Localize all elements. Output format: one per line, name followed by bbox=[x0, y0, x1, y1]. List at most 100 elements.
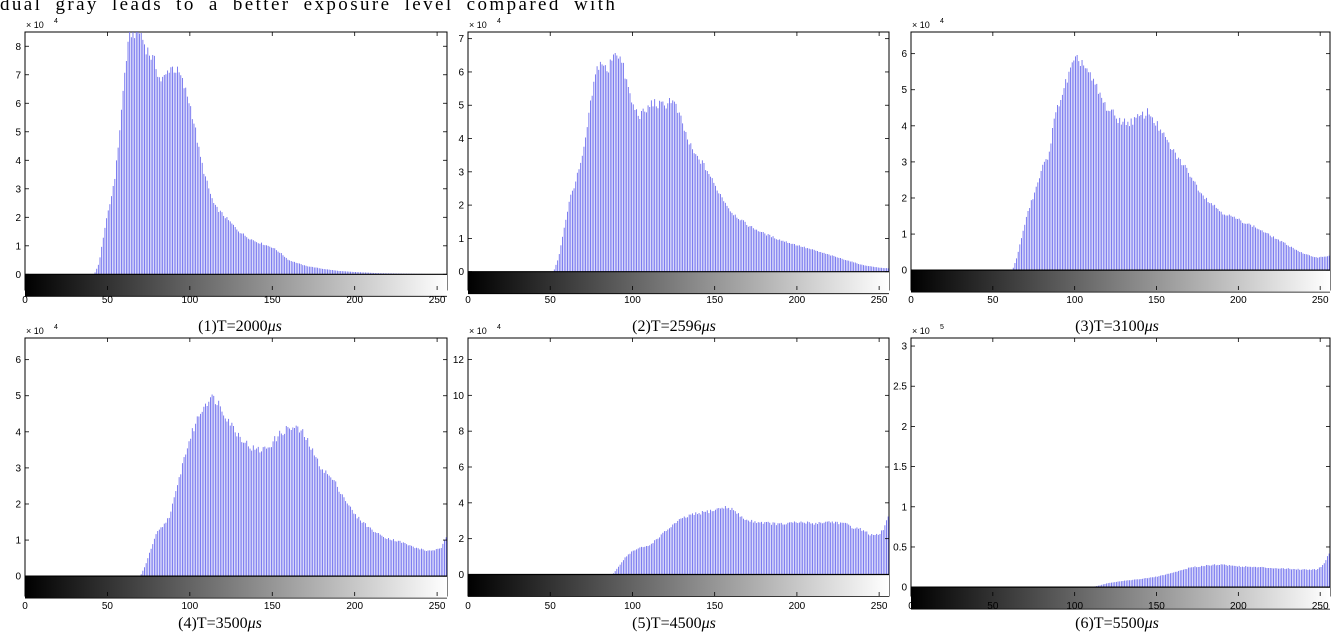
multiplier-3: × 10 bbox=[912, 20, 930, 30]
y-tick-label-1-1: 1 bbox=[15, 241, 21, 252]
x-tick-label-2-0: 0 bbox=[465, 295, 471, 306]
bars-3 bbox=[1012, 55, 1330, 271]
y-tick-label-4-1: 1 bbox=[15, 536, 21, 547]
x-tick-label-5-5: 250 bbox=[871, 601, 888, 612]
x-tick-label-5-2: 100 bbox=[624, 601, 641, 612]
multiplier-6: × 10 bbox=[912, 326, 930, 336]
y-tick-label-5-2: 4 bbox=[458, 498, 464, 509]
x-tick-label-6-4: 200 bbox=[1230, 601, 1247, 612]
y-tick-label-4-3: 3 bbox=[15, 463, 21, 474]
y-tick-label-1-0: 0 bbox=[15, 270, 21, 281]
multiplier-4: × 10 bbox=[26, 326, 44, 336]
y-tick-label-1-4: 4 bbox=[15, 156, 21, 167]
histogram-chart-6: 0 0.5 1 1.5 2 2.5 3 0 50 100 150 200 250 × 10 5 bbox=[893, 324, 1331, 612]
y-tick-label-4-6: 6 bbox=[15, 355, 21, 366]
x-tick-label-1-3: 150 bbox=[264, 295, 281, 306]
x-tick-label-2-1: 50 bbox=[545, 295, 557, 306]
colorbar-4 bbox=[25, 576, 447, 599]
bars-5 bbox=[613, 505, 889, 575]
x-tick-label-3-3: 150 bbox=[1148, 295, 1165, 306]
x-tick-label-1-5: 250 bbox=[429, 295, 446, 306]
multiplier-2: × 10 bbox=[469, 20, 487, 30]
y-tick-label-3-0: 0 bbox=[901, 266, 907, 277]
y-tick-label-4-4: 4 bbox=[15, 427, 21, 438]
x-tick-label-3-1: 50 bbox=[987, 295, 999, 306]
exponent-5: 4 bbox=[497, 324, 501, 331]
x-tick-label-1-0: 0 bbox=[22, 295, 28, 306]
x-tick-label-4-5: 250 bbox=[429, 601, 446, 612]
y-tick-label-5-3: 6 bbox=[458, 463, 464, 474]
x-tick-label-5-0: 0 bbox=[465, 601, 471, 612]
colorbar-3 bbox=[911, 270, 1330, 293]
bars-2 bbox=[553, 53, 889, 272]
caption-1-unit: μs bbox=[267, 318, 282, 335]
y-tick-label-5-0: 0 bbox=[458, 570, 464, 581]
caption-6: (6)T=5500μs bbox=[1037, 615, 1197, 633]
exponent-1: 4 bbox=[54, 18, 58, 25]
y-tick-label-3-4: 4 bbox=[901, 121, 907, 132]
exponent-6: 5 bbox=[940, 324, 944, 331]
y-tick-label-6-6: 3 bbox=[901, 342, 907, 353]
y-tick-label-3-2: 2 bbox=[901, 193, 907, 204]
y-tick-label-6-5: 2.5 bbox=[893, 382, 907, 393]
x-tick-label-2-5: 250 bbox=[871, 295, 888, 306]
y-tick-label-2-5: 5 bbox=[458, 101, 464, 112]
colorbar-6 bbox=[911, 587, 1330, 610]
colorbar-2 bbox=[468, 271, 889, 294]
caption-6-prefix: (6)T=5500 bbox=[1075, 615, 1145, 632]
exponent-2: 4 bbox=[497, 18, 501, 25]
x-tick-label-4-0: 0 bbox=[22, 601, 28, 612]
caption-3-prefix: (3)T=3100 bbox=[1075, 318, 1145, 335]
exponent-4: 4 bbox=[54, 324, 58, 331]
y-tick-label-5-4: 8 bbox=[458, 427, 464, 438]
y-tick-label-2-7: 7 bbox=[458, 34, 464, 45]
x-tick-label-3-2: 100 bbox=[1066, 295, 1083, 306]
x-tick-label-3-0: 0 bbox=[908, 295, 914, 306]
y-tick-label-3-3: 3 bbox=[901, 157, 907, 168]
x-tick-label-5-3: 150 bbox=[706, 601, 723, 612]
plot-frame-2 bbox=[467, 31, 890, 291]
y-tick-label-5-5: 10 bbox=[453, 391, 465, 402]
x-tick-label-1-4: 200 bbox=[346, 295, 363, 306]
y-tick-label-6-3: 1.5 bbox=[893, 462, 907, 473]
histogram-chart-5: 0 2 4 6 8 10 12 0 50 100 150 200 250 × 10 4 bbox=[453, 324, 890, 612]
y-tick-label-4-5: 5 bbox=[15, 391, 21, 402]
multiplier-5: × 10 bbox=[469, 326, 487, 336]
x-tick-label-6-2: 100 bbox=[1066, 601, 1083, 612]
y-tick-label-1-2: 2 bbox=[15, 213, 21, 224]
y-tick-label-2-6: 6 bbox=[458, 67, 464, 78]
x-tick-label-4-1: 50 bbox=[102, 601, 114, 612]
colorbar-5 bbox=[468, 574, 889, 597]
caption-4: (4)T=3500μs bbox=[140, 615, 300, 633]
bars-1 bbox=[94, 32, 447, 275]
y-tick-label-2-4: 4 bbox=[458, 134, 464, 145]
y-tick-label-1-6: 6 bbox=[15, 99, 21, 110]
x-tick-label-2-3: 150 bbox=[706, 295, 723, 306]
x-tick-label-1-2: 100 bbox=[182, 295, 199, 306]
histogram-panel-6: 0 0.5 1 1.5 2 2.5 3 0 50 100 150 200 250 × 10 5 (6)T=5… bbox=[887, 324, 1332, 638]
caption-2: (2)T=2596μs bbox=[594, 318, 754, 336]
y-tick-label-6-2: 1 bbox=[901, 502, 907, 513]
exponent-3: 4 bbox=[940, 18, 944, 25]
caption-5: (5)T=4500μs bbox=[594, 615, 754, 633]
x-tick-label-2-4: 200 bbox=[789, 295, 806, 306]
x-tick-label-2-2: 100 bbox=[624, 295, 641, 306]
caption-1: (1)T=2000μs bbox=[160, 318, 320, 336]
x-tick-label-1-1: 50 bbox=[102, 295, 114, 306]
caption-2-unit: μs bbox=[701, 318, 716, 335]
x-tick-label-5-1: 50 bbox=[545, 601, 557, 612]
histogram-panel-5: 0 2 4 6 8 10 12 0 50 100 150 200 250 × 10 4 (5)T=4500μ… bbox=[444, 324, 900, 638]
y-tick-label-2-0: 0 bbox=[458, 267, 464, 278]
plot-frame-1 bbox=[24, 31, 448, 291]
y-tick-label-3-6: 6 bbox=[901, 49, 907, 60]
histogram-chart-3: 0 1 2 3 4 5 6 0 50 100 150 200 250 × 10 4 bbox=[901, 18, 1331, 306]
y-tick-label-3-5: 5 bbox=[901, 85, 907, 96]
caption-5-unit: μs bbox=[701, 615, 716, 632]
y-tick-label-4-2: 2 bbox=[15, 499, 21, 510]
x-tick-label-3-5: 250 bbox=[1312, 295, 1329, 306]
y-tick-label-2-1: 1 bbox=[458, 234, 464, 245]
caption-2-prefix: (2)T=2596 bbox=[632, 318, 702, 335]
header-text: dual gray leads to a better exposure lev… bbox=[0, 0, 618, 15]
y-tick-label-5-6: 12 bbox=[453, 355, 465, 366]
caption-3-unit: μs bbox=[1144, 318, 1159, 335]
